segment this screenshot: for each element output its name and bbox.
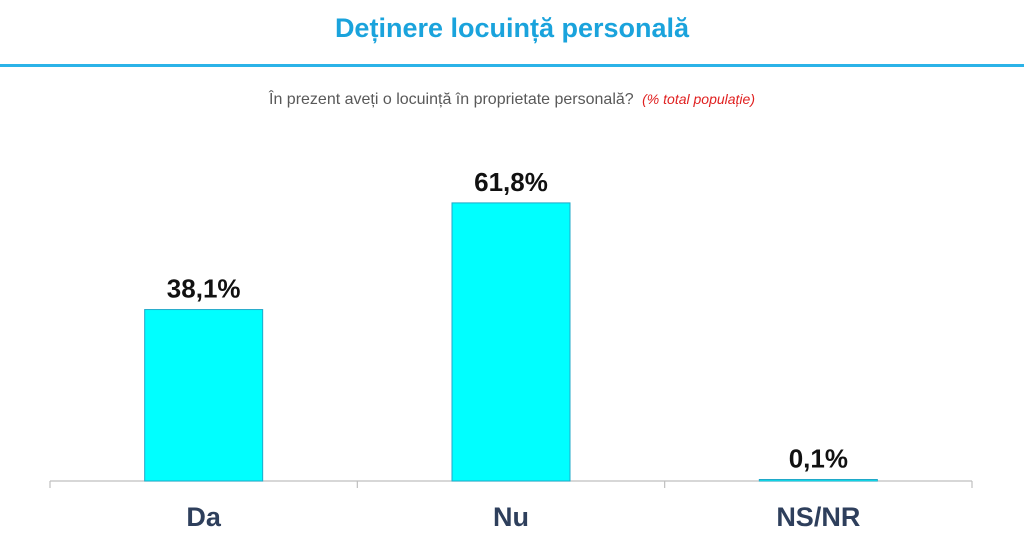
title-divider (0, 64, 1024, 67)
bar-value-label: 38,1% (167, 274, 241, 304)
bar-ns-nr (758, 479, 878, 482)
chart-subtitle: În prezent aveți o locuință în proprieta… (0, 91, 1024, 109)
category-label: NS/NR (776, 502, 860, 532)
bar-nu (451, 202, 571, 482)
category-label: Nu (493, 502, 529, 532)
category-label: Da (186, 502, 221, 532)
bar-value-label: 61,8% (474, 167, 548, 197)
bar-value-label: 0,1% (789, 444, 848, 474)
question-text: În prezent aveți o locuință în proprieta… (269, 91, 634, 108)
population-note: (% total populație) (642, 91, 755, 107)
page-title: Deținere locuință personală (334, 13, 690, 43)
bar-da (144, 309, 264, 482)
